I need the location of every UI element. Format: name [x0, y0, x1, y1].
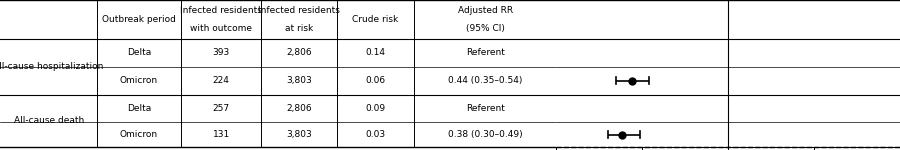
Text: Referent: Referent — [466, 104, 505, 113]
Text: with outcome: with outcome — [190, 24, 252, 33]
Text: 0.06: 0.06 — [365, 76, 385, 85]
Text: Delta: Delta — [127, 104, 151, 113]
Text: at risk: at risk — [284, 24, 313, 33]
Text: 257: 257 — [212, 104, 230, 113]
Text: All-cause hospitalization: All-cause hospitalization — [0, 62, 104, 71]
Text: Delta: Delta — [127, 48, 151, 57]
Text: 2,806: 2,806 — [286, 48, 311, 57]
Text: 0.44 (0.35–0.54): 0.44 (0.35–0.54) — [448, 76, 523, 85]
Text: Crude risk: Crude risk — [352, 15, 399, 24]
Text: 2,806: 2,806 — [286, 104, 311, 113]
Text: Outbreak period: Outbreak period — [102, 15, 176, 24]
Text: 0.09: 0.09 — [365, 104, 385, 113]
Text: Infected residents: Infected residents — [258, 6, 340, 15]
Text: Infected residents: Infected residents — [180, 6, 262, 15]
Text: 393: 393 — [212, 48, 230, 57]
Text: All-cause death: All-cause death — [14, 116, 84, 125]
Text: 131: 131 — [212, 130, 230, 139]
Text: 0.38 (0.30–0.49): 0.38 (0.30–0.49) — [448, 130, 523, 139]
Text: 0.14: 0.14 — [365, 48, 385, 57]
Text: Adjusted RR: Adjusted RR — [458, 6, 513, 15]
Text: 224: 224 — [212, 76, 230, 85]
Text: (95% CI): (95% CI) — [466, 24, 505, 33]
Text: 0.03: 0.03 — [365, 130, 385, 139]
Text: Omicron: Omicron — [120, 130, 158, 139]
Text: 3,803: 3,803 — [286, 76, 311, 85]
Text: 3,803: 3,803 — [286, 130, 311, 139]
Text: Omicron: Omicron — [120, 76, 158, 85]
Text: Referent: Referent — [466, 48, 505, 57]
